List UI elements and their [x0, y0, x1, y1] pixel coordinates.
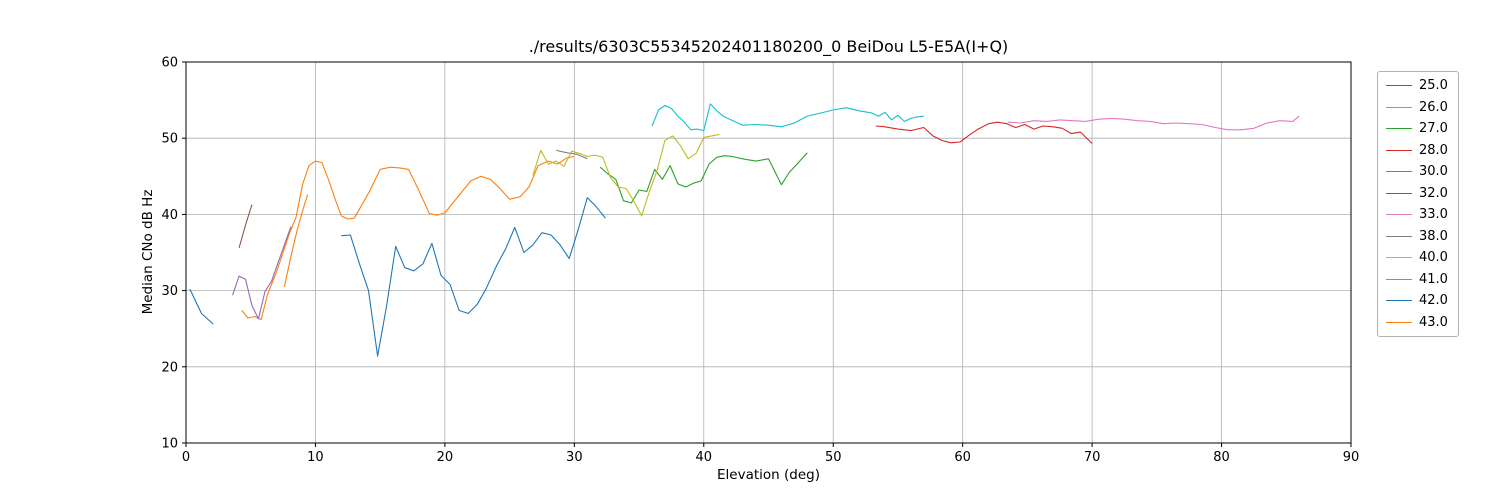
legend-label: 42.0 [1419, 293, 1448, 308]
legend-swatch [1386, 149, 1412, 151]
legend-item: 25.0 [1386, 78, 1448, 93]
x-tick-label: 30 [566, 450, 583, 465]
y-tick-label: 10 [161, 437, 178, 452]
x-tick-label: 40 [696, 450, 713, 465]
plot-border [185, 61, 1352, 444]
y-tick-label: 40 [161, 208, 178, 223]
legend-item: 40.0 [1386, 250, 1448, 265]
series-line-43.0 [283, 194, 309, 287]
y-axis-label: Median CNo dB Hz [140, 189, 156, 315]
legend-item: 32.0 [1386, 186, 1448, 201]
x-tick-label: 60 [954, 450, 971, 465]
legend-label: 32.0 [1419, 185, 1448, 201]
legend-label: 41.0 [1419, 271, 1448, 287]
series-line-40.0 [532, 133, 720, 217]
legend-label: 43.0 [1419, 314, 1448, 330]
series-line-27.0 [599, 152, 808, 204]
y-tick-label: 20 [161, 360, 178, 375]
series-line-26.0 [241, 155, 575, 321]
legend-item: 27.0 [1386, 121, 1448, 136]
legend-label: 28.0 [1419, 142, 1448, 158]
legend-swatch [1386, 235, 1412, 237]
series-line-28.0 [875, 121, 1093, 144]
legend-item: 30.0 [1386, 164, 1448, 179]
legend-item: 43.0 [1386, 315, 1448, 330]
x-tick-label: 10 [307, 450, 324, 465]
legend: 25.0 26.0 27.0 28.0 30.0 32.0 33.0 38.0 40.0 41.0… [1377, 71, 1459, 337]
legend-label: 25.0 [1419, 78, 1448, 93]
legend-swatch [1386, 278, 1412, 280]
x-tick-label: 50 [825, 450, 842, 465]
legend-swatch [1386, 171, 1412, 172]
legend-item: 28.0 [1386, 143, 1448, 158]
x-tick-label: 0 [182, 450, 190, 465]
chart-title: ./results/6303C55345202401180200_0 BeiDo… [528, 37, 1009, 56]
series-line-32.0 [238, 204, 253, 249]
legend-item: 42.0 [1386, 293, 1448, 308]
legend-swatch [1386, 128, 1412, 129]
x-tick-label: 90 [1343, 450, 1360, 465]
series-line-42.0 [341, 197, 606, 357]
legend-swatch [1386, 300, 1412, 301]
legend-item: 33.0 [1386, 207, 1448, 222]
y-tick-label: 50 [161, 132, 178, 147]
legend-swatch [1386, 192, 1412, 194]
x-tick-label: 20 [437, 450, 454, 465]
series-line-33.0 [1007, 115, 1300, 131]
legend-swatch [1386, 85, 1412, 86]
legend-label: 40.0 [1419, 250, 1448, 265]
legend-label: 26.0 [1419, 99, 1448, 115]
legend-label: 38.0 [1419, 228, 1448, 244]
series-line-30.0 [232, 226, 292, 320]
series-line-38.0 [556, 149, 588, 160]
legend-label: 30.0 [1419, 164, 1448, 179]
legend-swatch [1386, 214, 1412, 215]
legend-item: 38.0 [1386, 229, 1448, 244]
series-line-41.0 [651, 103, 924, 132]
x-axis-label: Elevation (deg) [717, 467, 820, 483]
y-tick-label: 30 [161, 284, 178, 299]
legend-swatch [1386, 321, 1412, 323]
legend-item: 41.0 [1386, 272, 1448, 287]
legend-label: 33.0 [1419, 207, 1448, 222]
series-line-25.0 [189, 288, 214, 325]
x-tick-label: 80 [1213, 450, 1230, 465]
legend-swatch [1386, 257, 1412, 258]
legend-item: 26.0 [1386, 100, 1448, 115]
legend-swatch [1386, 106, 1412, 108]
legend-label: 27.0 [1419, 121, 1448, 136]
y-tick-label: 60 [161, 56, 178, 71]
x-tick-label: 70 [1084, 450, 1101, 465]
